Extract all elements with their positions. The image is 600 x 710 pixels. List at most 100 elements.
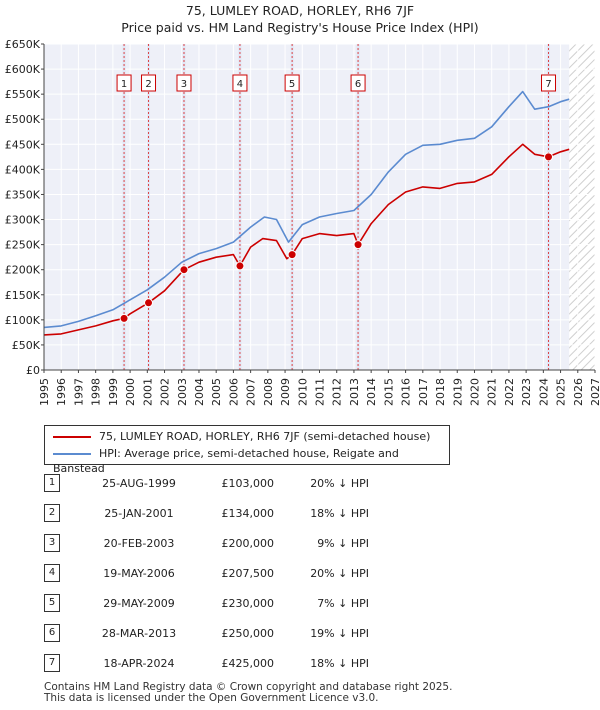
legend-swatch-property xyxy=(53,436,91,438)
legend-item-property: 75, LUMLEY ROAD, HORLEY, RH6 7JF (semi-d… xyxy=(53,429,430,444)
table-row: 5 29-MAY-2009 £230,000 7% ↓ HPI xyxy=(44,588,369,618)
table-row: 7 18-APR-2024 £425,000 18% ↓ HPI xyxy=(44,648,369,678)
x-tick-label: 2020 xyxy=(468,378,481,406)
sale-marker-box xyxy=(141,74,157,92)
x-tick-label: 2019 xyxy=(451,378,464,406)
sale-date: 28-MAR-2013 xyxy=(101,626,177,640)
sale-marker-box xyxy=(541,74,557,92)
footer-copyright: Contains HM Land Registry data © Crown c… xyxy=(44,681,453,693)
sale-marker-label: 1 xyxy=(121,79,127,90)
chart-subtitle: Price paid vs. HM Land Registry's House … xyxy=(121,20,479,35)
table-row: 4 19-MAY-2006 £207,500 20% ↓ HPI xyxy=(44,558,369,588)
y-tick-label: £600K xyxy=(5,63,41,76)
sale-highlight-band xyxy=(147,44,151,370)
sale-hpi-diff: 19% ↓ HPI xyxy=(310,626,369,640)
x-tick-label: 2001 xyxy=(141,378,154,406)
sale-marker-label: 3 xyxy=(181,79,187,90)
y-tick-label: £500K xyxy=(5,113,41,126)
y-tick-label: £350K xyxy=(5,188,41,201)
sale-point xyxy=(544,152,554,162)
x-tick-label: 2023 xyxy=(520,378,533,406)
footer: Contains HM Land Registry data © Crown c… xyxy=(44,682,452,704)
sale-point xyxy=(144,298,154,308)
sale-price: £425,000 xyxy=(221,656,275,670)
x-tick-label: 2016 xyxy=(400,378,413,406)
sale-marker-box xyxy=(232,74,248,92)
sale-date: 25-AUG-1999 xyxy=(102,476,176,490)
sale-hpi-diff: 20% ↓ HPI xyxy=(310,566,369,580)
sale-price: £134,000 xyxy=(221,506,275,520)
sale-marker-box xyxy=(350,74,366,92)
sale-date: 25-JAN-2001 xyxy=(104,506,174,520)
sale-point xyxy=(287,250,297,260)
chart-title: 75, LUMLEY ROAD, HORLEY, RH6 7JF xyxy=(185,3,415,18)
x-tick-label: 2014 xyxy=(365,378,378,406)
y-tick-label: £50K xyxy=(12,339,41,352)
sale-hpi-diff: 20% ↓ HPI xyxy=(310,476,369,490)
x-tick-label: 2017 xyxy=(417,378,430,406)
legend-label-property: 75, LUMLEY ROAD, HORLEY, RH6 7JF (semi-d… xyxy=(99,430,431,443)
sale-date: 19-MAY-2006 xyxy=(103,566,175,580)
sale-price: £250,000 xyxy=(221,626,275,640)
x-tick-label: 1999 xyxy=(107,378,120,406)
price-chart: 1 2 3 4 5 6 7 £0 £50K £100K £150K £200K £250K £300K £3… xyxy=(5,38,600,406)
y-tick-label: £100K xyxy=(5,314,41,327)
x-tick-label: 2027 xyxy=(589,378,600,406)
x-tick-label: 1997 xyxy=(72,378,85,406)
x-tick-label: 2004 xyxy=(193,378,206,406)
x-tick-label: 2008 xyxy=(262,378,275,406)
sale-marker-box xyxy=(284,74,300,92)
x-tick-label: 2026 xyxy=(572,378,585,406)
table-row: 3 20-FEB-2003 £200,000 9% ↓ HPI xyxy=(44,528,369,558)
sale-point xyxy=(353,240,363,250)
sale-number-badge: 2 xyxy=(44,504,60,522)
x-tick-label: 2002 xyxy=(159,378,172,406)
y-tick-label: £300K xyxy=(5,214,41,227)
table-row: 6 28-MAR-2013 £250,000 19% ↓ HPI xyxy=(44,618,369,648)
sale-date: 29-MAY-2009 xyxy=(103,596,175,610)
sale-price: £230,000 xyxy=(221,596,275,610)
sale-marker-box xyxy=(116,74,132,92)
sale-marker-label: 5 xyxy=(289,79,295,90)
table-row: 1 25-AUG-1999 £103,000 20% ↓ HPI xyxy=(44,468,369,498)
sale-number-badge: 6 xyxy=(44,624,60,642)
sale-number-badge: 1 xyxy=(44,474,60,492)
sale-price: £103,000 xyxy=(221,476,275,490)
sale-highlight-band xyxy=(238,44,242,370)
sale-highlight-band xyxy=(182,44,186,370)
x-tick-label: 2022 xyxy=(503,378,516,406)
x-tick-label: 2003 xyxy=(176,378,189,406)
x-tick-label: 2021 xyxy=(486,378,499,406)
x-tick-label: 2024 xyxy=(537,378,550,406)
legend: 75, LUMLEY ROAD, HORLEY, RH6 7JF (semi-d… xyxy=(44,425,450,475)
x-tick-label: 2009 xyxy=(279,378,292,406)
x-tick-label: 2000 xyxy=(124,378,137,406)
sale-number-badge: 5 xyxy=(44,594,60,612)
sale-number-badge: 3 xyxy=(44,534,60,552)
footer-licence: This data is licensed under the Open Gov… xyxy=(44,692,379,704)
sale-highlight-band xyxy=(547,44,551,370)
sale-marker-label: 6 xyxy=(355,79,361,90)
chart-title-block: 75, LUMLEY ROAD, HORLEY, RH6 7JF Price p… xyxy=(0,2,600,36)
y-tick-label: £450K xyxy=(5,138,41,151)
y-tick-label: £650K xyxy=(5,38,41,51)
sale-number-badge: 7 xyxy=(44,654,60,672)
y-tick-label: £200K xyxy=(5,264,41,277)
sale-highlight-band xyxy=(290,44,294,370)
forecast-hatch xyxy=(569,44,595,370)
y-tick-label: £150K xyxy=(5,289,41,302)
sale-marker-box xyxy=(176,74,192,92)
legend-swatch-hpi xyxy=(53,453,91,455)
sale-point xyxy=(179,265,189,275)
sale-point xyxy=(119,313,129,323)
x-tick-label: 2010 xyxy=(296,378,309,406)
x-tick-label: 1998 xyxy=(90,378,103,406)
sale-highlight-band xyxy=(122,44,126,370)
sale-price: £207,500 xyxy=(221,566,275,580)
sale-price: £200,000 xyxy=(221,536,275,550)
sales-table: 1 25-AUG-1999 £103,000 20% ↓ HPI 2 25-JA… xyxy=(44,468,369,678)
sale-point xyxy=(235,261,245,271)
sale-date: 20-FEB-2003 xyxy=(103,536,175,550)
sale-date: 18-APR-2024 xyxy=(103,656,175,670)
sale-hpi-diff: 18% ↓ HPI xyxy=(310,656,369,670)
